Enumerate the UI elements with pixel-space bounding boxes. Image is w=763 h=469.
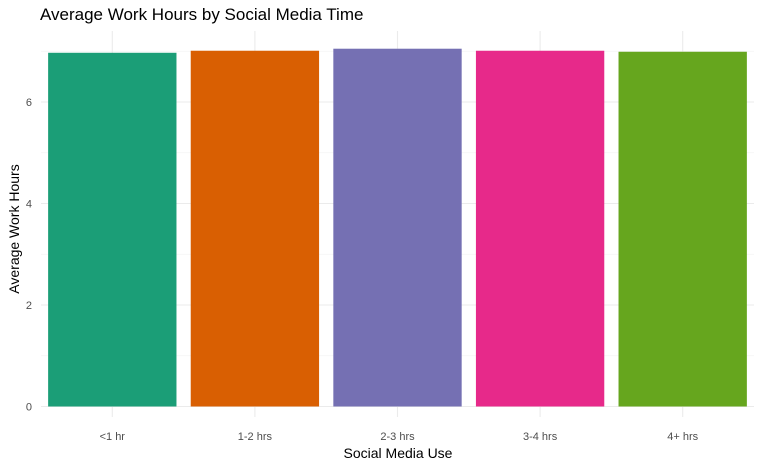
x-tick-label: 2-3 hrs — [380, 431, 415, 443]
bars — [48, 48, 747, 407]
y-tick-label: 6 — [26, 97, 32, 109]
chart-title: Average Work Hours by Social Media Time — [40, 5, 363, 24]
bar-5 — [618, 51, 747, 407]
y-axis-title: Average Work Hours — [6, 164, 22, 293]
y-axis-ticks: 0 2 4 6 — [26, 97, 32, 414]
x-axis-ticks: <1 hr 1-2 hrs 2-3 hrs 3-4 hrs 4+ hrs — [100, 431, 699, 443]
x-tick-label: 1-2 hrs — [238, 431, 273, 443]
y-tick-label: 2 — [26, 300, 32, 312]
bar-2 — [190, 50, 320, 407]
bar-4 — [475, 50, 605, 407]
x-tick-label: <1 hr — [100, 431, 126, 443]
bar-3 — [333, 48, 462, 407]
y-tick-label: 4 — [26, 199, 32, 211]
x-tick-label: 4+ hrs — [667, 431, 698, 443]
x-tick-label: 3-4 hrs — [523, 431, 558, 443]
y-tick-label: 0 — [26, 402, 32, 414]
bar-1 — [48, 52, 177, 407]
x-axis-title: Social Media Use — [344, 445, 453, 461]
